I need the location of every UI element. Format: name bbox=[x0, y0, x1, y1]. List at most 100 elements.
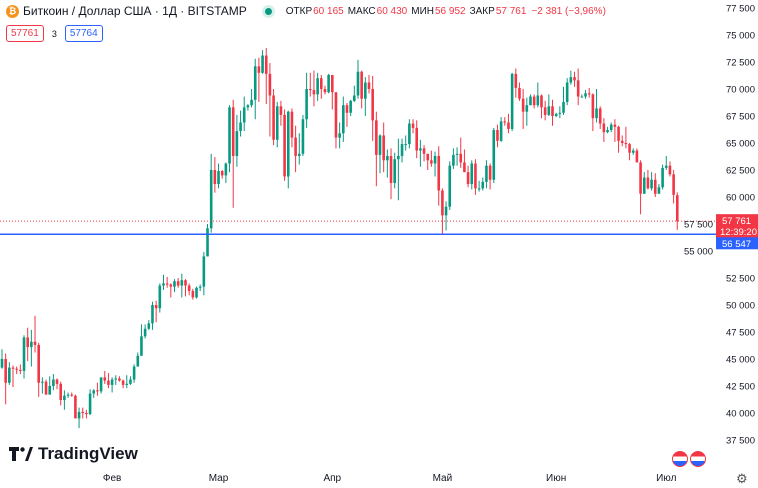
time-tick-label: Фев bbox=[103, 473, 121, 484]
buy-button[interactable]: 57764 bbox=[64, 25, 103, 42]
bar-countdown: 12:39:20 bbox=[720, 227, 757, 238]
candle-body bbox=[349, 100, 352, 113]
candle-body bbox=[477, 188, 481, 190]
candle-body bbox=[264, 55, 268, 74]
candle bbox=[518, 82, 521, 101]
candle-body bbox=[22, 337, 26, 371]
candle bbox=[463, 149, 466, 173]
candle bbox=[576, 68, 580, 106]
candle-body bbox=[364, 82, 367, 99]
price-tick-label: 57 500 bbox=[684, 220, 713, 231]
candle bbox=[88, 389, 92, 416]
symbol-title[interactable]: Биткоин / Доллар США · 1Д · BITSTAMP bbox=[23, 4, 247, 18]
candle-body bbox=[235, 131, 239, 156]
candle-body bbox=[92, 390, 96, 394]
candle-body bbox=[466, 172, 470, 185]
candle bbox=[386, 149, 389, 178]
candle bbox=[397, 138, 400, 201]
candle-body bbox=[316, 78, 319, 95]
candle-body bbox=[180, 280, 184, 286]
candle-body bbox=[488, 165, 492, 180]
candle bbox=[30, 329, 33, 367]
candle-body bbox=[331, 74, 334, 93]
candle-body bbox=[275, 106, 279, 140]
candle bbox=[470, 160, 474, 190]
candle-body bbox=[59, 383, 63, 401]
candle-body bbox=[253, 66, 257, 100]
time-tick-label: Мар bbox=[209, 473, 229, 484]
candle-body bbox=[485, 165, 488, 182]
price-tick-label: 67 500 bbox=[726, 112, 755, 123]
chart-header: ₿ Биткоин / Доллар США · 1Д · BITSTAMP О… bbox=[6, 4, 610, 18]
candle bbox=[617, 125, 620, 153]
candle-body bbox=[345, 105, 349, 113]
candle bbox=[250, 89, 253, 108]
candle-body bbox=[646, 177, 650, 189]
candle-body bbox=[642, 177, 646, 194]
candle-body bbox=[231, 107, 235, 156]
sell-button[interactable]: 57761 bbox=[6, 25, 44, 42]
gear-icon[interactable]: ⚙ bbox=[736, 471, 748, 486]
candle bbox=[536, 82, 540, 108]
candle bbox=[283, 109, 286, 181]
candle bbox=[92, 389, 96, 398]
candle-body bbox=[4, 359, 7, 383]
candle bbox=[107, 373, 110, 389]
candle-body bbox=[85, 413, 88, 415]
us-flag-icon[interactable] bbox=[690, 451, 706, 467]
candle-body bbox=[562, 101, 565, 113]
candle-body bbox=[628, 144, 631, 153]
candle-body bbox=[620, 140, 624, 143]
candle bbox=[543, 100, 547, 121]
candle bbox=[121, 379, 125, 389]
candle-body bbox=[408, 123, 411, 145]
high-value: МАКС60 430 bbox=[347, 5, 408, 17]
candle-body bbox=[631, 150, 635, 153]
time-axis[interactable]: Фев Мар Апр Май Июн Июл bbox=[103, 473, 677, 484]
candle-body bbox=[404, 144, 407, 146]
candle bbox=[584, 90, 587, 99]
price-axis[interactable]: 37 500 40 000 42 500 45 000 47 500 50 000 52 5… bbox=[684, 4, 755, 447]
candle bbox=[364, 77, 367, 116]
candle-body bbox=[70, 394, 74, 396]
candle bbox=[44, 379, 48, 395]
candle-body bbox=[224, 163, 228, 176]
candle bbox=[389, 148, 393, 200]
candle bbox=[602, 118, 606, 142]
candle-body bbox=[242, 107, 246, 123]
tradingview-logo[interactable]: TradingView bbox=[9, 444, 138, 464]
candle bbox=[4, 353, 7, 405]
candle bbox=[228, 105, 231, 173]
horizontal-line-label[interactable] bbox=[716, 237, 758, 250]
candle-body bbox=[246, 105, 250, 108]
candle bbox=[308, 72, 312, 97]
candle-body bbox=[415, 127, 419, 151]
candle bbox=[290, 108, 294, 148]
candle-body bbox=[268, 73, 272, 96]
candle bbox=[415, 120, 419, 159]
price-tick-label: 50 000 bbox=[726, 301, 755, 312]
candle-body bbox=[228, 107, 231, 164]
candle-body bbox=[430, 160, 433, 164]
candle bbox=[206, 224, 209, 257]
price-tick-label: 70 000 bbox=[726, 85, 755, 96]
candle bbox=[55, 378, 59, 390]
candle-body bbox=[213, 170, 217, 185]
candle-body bbox=[217, 171, 220, 185]
candle bbox=[481, 177, 485, 191]
us-flag-icon[interactable] bbox=[672, 451, 688, 467]
candle bbox=[455, 147, 459, 166]
candle-body bbox=[397, 155, 400, 160]
price-tick-label: 37 500 bbox=[726, 436, 755, 447]
candle bbox=[187, 283, 191, 296]
candle bbox=[129, 376, 132, 385]
candle-body bbox=[342, 105, 345, 134]
candle bbox=[382, 122, 385, 173]
candle-body bbox=[33, 341, 37, 345]
candle bbox=[0, 349, 4, 369]
candle bbox=[323, 85, 327, 95]
candle-body bbox=[305, 89, 308, 120]
candle bbox=[375, 111, 378, 187]
candle-body bbox=[389, 155, 393, 183]
